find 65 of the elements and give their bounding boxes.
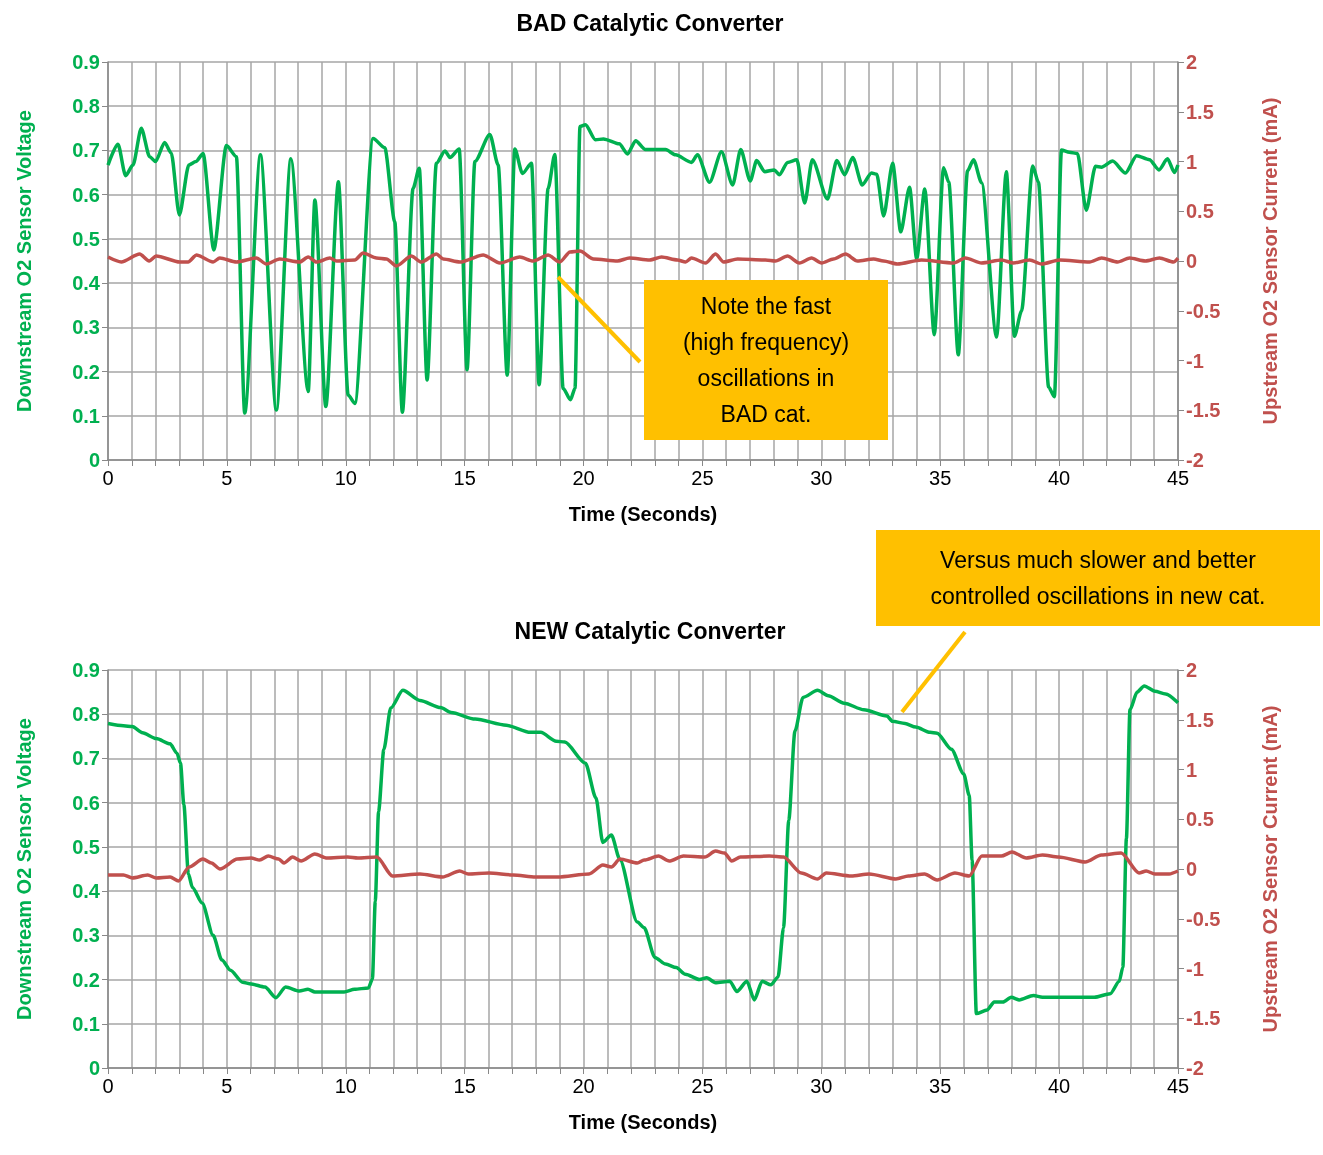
y-tick-label: 0.4 [72,272,101,295]
x-tick-label: 20 [572,467,595,489]
y2-tick-label: 1.5 [1186,708,1214,731]
y2-tick-label: 1 [1186,758,1198,781]
chart-title: BAD Catalytic Converter [516,9,784,36]
y2-tick-label: -1 [1186,349,1204,372]
y-tick-label: 0.7 [72,139,100,162]
y2-tick-label: 0 [1186,858,1198,880]
line-series [106,249,1180,268]
y-tick-label: 0.4 [72,880,101,903]
y-tick-label: 0 [88,449,100,471]
x-tick-label: 10 [334,1075,357,1097]
y2-tick-label: 0 [1186,250,1198,272]
y-tick-label: 0.8 [72,95,100,118]
y-tick-label: 0.3 [72,924,100,947]
line-series [106,849,1180,883]
y-tick-label: 0.3 [72,316,100,339]
y-tick-label: 0.2 [72,968,100,991]
x-axis-title: Time (Seconds) [568,1111,718,1133]
y2-tick-label: 0.5 [1186,200,1214,223]
y-tick-label: 0.6 [72,183,100,206]
y-tick-label: 0.9 [72,51,100,73]
x-tick-label: 20 [572,1075,595,1097]
x-tick-label: 35 [929,1075,952,1097]
line-series [106,684,1180,1016]
y2-tick-label: -1 [1186,957,1204,980]
x-tick-label: 10 [334,467,357,489]
annotation: Note the fast (high frequency) oscillations in BAD cat. [681,292,851,429]
x-tick-label: 15 [453,467,476,489]
callout: Note the fast (high frequency) oscillations in BAD cat. [555,274,891,443]
y2-tick-label: 2 [1186,51,1198,73]
y-axis-title: Downstream O2 Sensor Voltage [13,718,35,1020]
y-tick-label: 0.8 [72,703,100,726]
x-tick-label: 40 [1047,1075,1071,1097]
x-tick-label: 5 [221,1075,233,1097]
y2-axis-title: Upstream O2 Sensor Current (mA) [1259,97,1281,425]
x-tick-label: 25 [691,467,714,489]
y2-tick-label: -0.5 [1186,299,1221,322]
chart-title: NEW Catalytic Converter [514,617,786,644]
y2-tick-label: 1 [1186,150,1198,173]
y2-tick-label: -0.5 [1186,907,1221,930]
y-tick-label: 0.2 [72,360,100,383]
y-tick-label: 0 [88,1057,100,1079]
y-axis-title: Downstream O2 Sensor Voltage [13,110,35,412]
x-tick-label: 30 [810,467,833,489]
y2-tick-label: 2 [1186,659,1198,681]
y2-tick-label: 1.5 [1186,100,1214,123]
y-tick-label: 0.5 [72,835,100,858]
y-tick-label: 0.7 [72,747,100,770]
y2-tick-label: -1.5 [1186,399,1221,422]
y-tick-label: 0.5 [72,227,100,250]
y-tick-label: 0.1 [72,1012,100,1035]
x-tick-label: 40 [1047,467,1071,489]
x-tick-label: 15 [453,1075,476,1097]
y2-tick-label: 0.5 [1186,808,1214,831]
y-tick-label: 0.1 [72,404,100,427]
x-tick-label: 25 [691,1075,714,1097]
x-tick-label: 35 [929,467,952,489]
y-tick-label: 0.9 [72,659,100,681]
x-tick-label: 5 [221,467,233,489]
y2-axis-title: Upstream O2 Sensor Current (mA) [1259,705,1281,1033]
y2-tick-label: -1.5 [1186,1007,1221,1030]
x-tick-label: 30 [810,1075,833,1097]
x-axis-title: Time (Seconds) [568,503,718,525]
y-tick-label: 0.6 [72,791,100,814]
